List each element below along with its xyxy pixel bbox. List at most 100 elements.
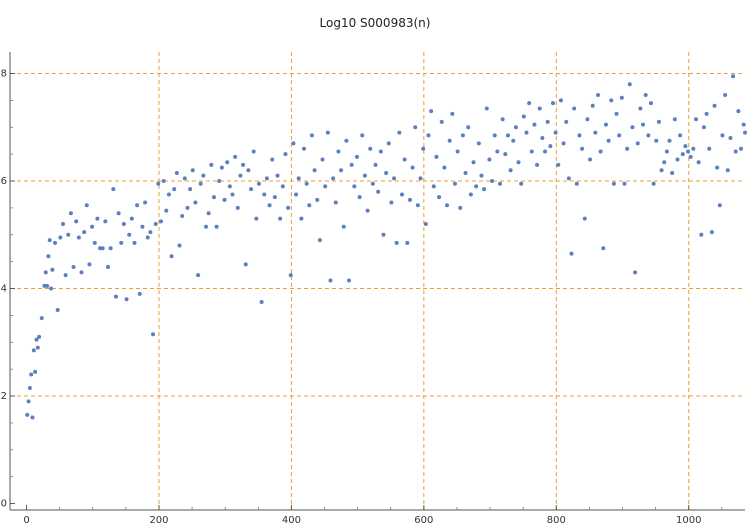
data-point <box>492 133 497 138</box>
data-point <box>304 181 309 186</box>
data-point <box>609 98 614 103</box>
data-point <box>354 154 359 159</box>
data-point <box>262 192 267 197</box>
data-point <box>672 117 677 122</box>
data-point <box>39 316 44 321</box>
y-tick-label: 2 <box>1 391 7 402</box>
data-point <box>249 187 254 192</box>
data-point <box>106 265 110 270</box>
data-point <box>92 240 97 245</box>
data-point <box>452 181 457 186</box>
data-point <box>407 197 412 202</box>
data-point <box>728 136 733 141</box>
data-point <box>60 222 65 227</box>
data-point <box>331 176 336 181</box>
data-point <box>694 117 698 122</box>
data-point <box>254 216 259 221</box>
data-point <box>185 205 190 210</box>
data-point <box>188 187 193 192</box>
data-point <box>103 219 108 224</box>
data-point <box>715 165 720 170</box>
data-point <box>603 122 608 127</box>
data-point <box>550 101 555 106</box>
data-point <box>286 205 291 210</box>
data-point <box>339 168 344 173</box>
data-point <box>307 203 312 208</box>
data-point <box>458 205 463 210</box>
data-point <box>219 165 224 170</box>
data-point <box>418 176 423 181</box>
data-point <box>132 240 137 245</box>
data-point <box>580 146 585 151</box>
data-point <box>95 216 100 221</box>
data-point <box>442 165 447 170</box>
data-point <box>564 119 569 124</box>
data-point <box>148 230 153 235</box>
data-point <box>50 267 55 272</box>
data-point <box>683 144 688 149</box>
data-point <box>651 181 656 186</box>
data-point <box>37 334 42 339</box>
data-point <box>447 138 452 143</box>
data-point <box>709 230 714 235</box>
data-point <box>392 176 397 181</box>
data-point <box>145 235 150 240</box>
data-point <box>256 181 261 186</box>
data-point <box>656 119 661 124</box>
data-point <box>30 415 35 420</box>
data-point <box>113 294 118 299</box>
data-point <box>455 149 460 154</box>
data-point <box>743 130 747 135</box>
data-point <box>508 168 513 173</box>
data-point <box>704 111 709 116</box>
data-point <box>397 130 402 135</box>
data-point <box>230 192 235 197</box>
data-point <box>723 93 728 98</box>
data-point <box>275 173 280 178</box>
data-point <box>466 125 471 130</box>
data-point <box>79 270 84 275</box>
data-point <box>309 133 314 138</box>
data-point <box>680 152 685 157</box>
data-point <box>317 238 322 243</box>
data-point <box>373 162 378 167</box>
data-point <box>659 168 664 173</box>
data-point <box>204 224 208 229</box>
data-point <box>606 138 611 143</box>
data-point <box>169 254 174 259</box>
data-point <box>35 345 40 350</box>
data-point <box>434 154 439 159</box>
data-point <box>540 136 545 141</box>
data-point <box>294 192 299 197</box>
data-point <box>688 154 693 159</box>
data-point <box>31 348 36 353</box>
data-point <box>670 170 675 175</box>
y-tick-label: 6 <box>1 176 7 187</box>
data-point <box>482 187 487 192</box>
data-point <box>646 133 651 138</box>
data-point <box>558 98 563 103</box>
x-tick-label: 1000 <box>676 515 701 525</box>
data-point <box>357 195 362 200</box>
data-point <box>124 297 129 302</box>
data-point <box>543 149 548 154</box>
data-point <box>222 197 227 202</box>
data-point <box>566 176 571 181</box>
data-point <box>484 106 489 111</box>
data-point <box>720 133 725 138</box>
data-point <box>201 173 206 178</box>
data-point <box>193 200 198 205</box>
data-point <box>498 181 502 186</box>
data-point <box>63 273 68 278</box>
data-point <box>127 232 132 237</box>
data-point <box>664 149 669 154</box>
data-point <box>82 230 87 235</box>
data-point <box>312 168 317 173</box>
data-point <box>206 211 211 216</box>
data-point <box>386 141 391 146</box>
data-point <box>707 146 712 151</box>
chart-title: Log10 S000983(n) <box>320 16 431 30</box>
data-point <box>84 203 89 208</box>
data-point <box>267 203 272 208</box>
data-point <box>71 265 76 270</box>
